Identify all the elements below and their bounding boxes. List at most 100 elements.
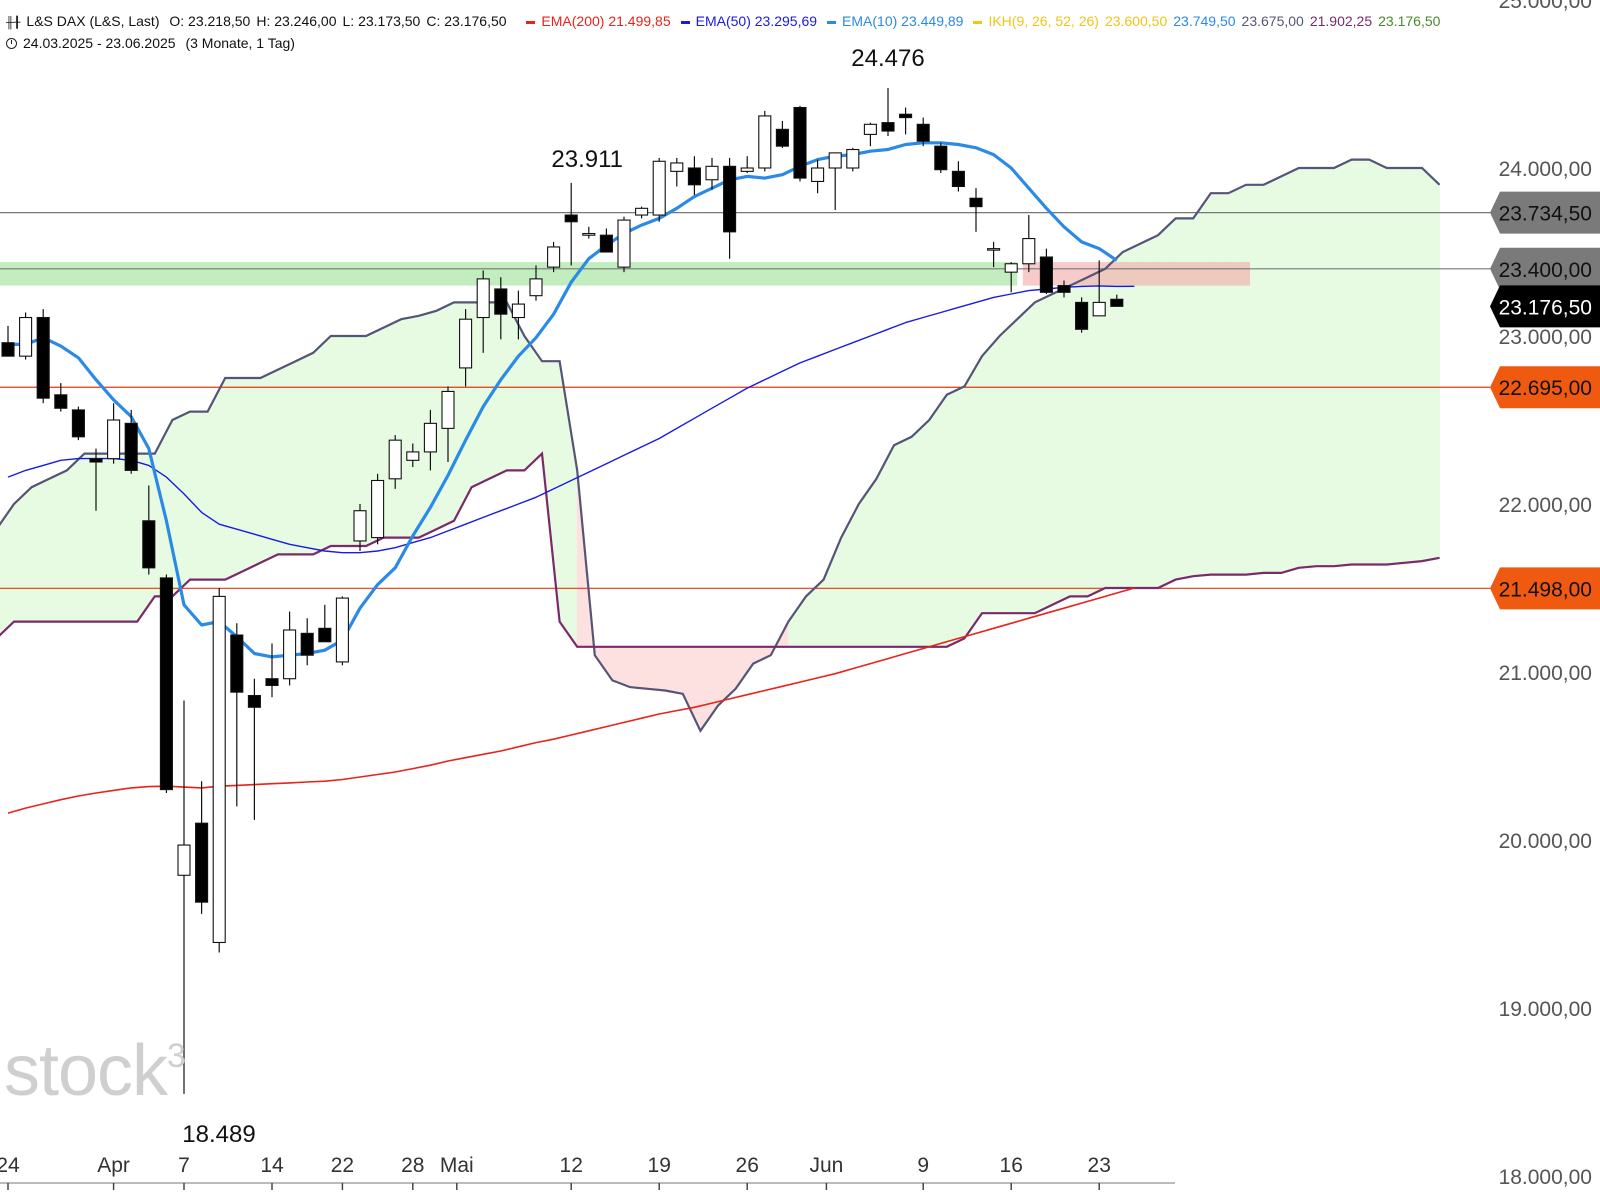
candle-body — [1092, 301, 1106, 317]
x-tick-label: Apr — [97, 1154, 130, 1177]
candle-body — [846, 148, 860, 169]
candle-body — [335, 597, 349, 663]
cloud-segment — [981, 335, 1000, 614]
candle-body — [793, 106, 807, 179]
y-tick-label: 20.000,00 — [1499, 830, 1592, 853]
ema50-line — [7, 285, 1135, 554]
candle-body — [670, 162, 684, 172]
cloud-segment — [471, 302, 490, 488]
cloud-segment — [1210, 192, 1229, 575]
candle-body — [599, 234, 613, 253]
cloud-segment — [48, 469, 68, 622]
price-tag — [1490, 285, 1600, 328]
cloud-segment — [541, 360, 560, 622]
candle-body — [318, 627, 332, 643]
cloud-segment — [242, 377, 261, 572]
cloud-segment — [893, 436, 912, 648]
ema200-line — [7, 587, 1135, 814]
instrument-name: L&S DAX (L&S, Last) — [26, 13, 160, 29]
cloud-segment — [119, 453, 138, 622]
x-tick-label: 19 — [648, 1154, 671, 1177]
x-tick-label: 26 — [736, 1154, 759, 1177]
ohlc-c: C: 23.176,50 — [426, 13, 507, 29]
candle-body — [1, 342, 15, 357]
legend-swatch — [526, 20, 536, 24]
x-tick-label: 23 — [1088, 1154, 1111, 1177]
candle-body — [758, 115, 772, 169]
cloud-upper-line — [0, 158, 1441, 733]
candle-body — [934, 145, 948, 171]
cloud-segment — [805, 578, 824, 648]
candle-body — [899, 113, 913, 119]
legend-ikh-value: 23.176,50 — [1378, 13, 1441, 29]
cloud-segment — [858, 477, 877, 648]
date-range: 24.03.2025 - 23.06.2025 — [23, 35, 176, 51]
candle-body — [1022, 238, 1036, 265]
cloud-segment — [1351, 159, 1370, 565]
candle-body — [459, 318, 473, 369]
candle-body — [775, 128, 789, 147]
candle-body — [1039, 256, 1053, 293]
x-tick-label: Mai — [440, 1154, 474, 1177]
candle-body — [107, 419, 121, 460]
ohlc-o: O: 23.218,50 — [169, 13, 251, 29]
legend-swatch — [973, 20, 983, 24]
cloud-segment — [1316, 167, 1335, 567]
candle-body — [159, 577, 173, 791]
legend-ikh-value: 21.902,25 — [1309, 13, 1373, 29]
candle-body — [529, 278, 543, 297]
cloud-segment — [66, 452, 85, 622]
cloud-segment — [506, 302, 525, 471]
ohlc-h: H: 23.246,00 — [256, 13, 337, 29]
cloud-segment — [1404, 167, 1423, 564]
candle-body — [19, 316, 33, 357]
candle-body — [353, 510, 367, 542]
chart-header: ╫╂ L&S DAX (L&S, Last) O: 23.218,50 H: 23.… — [6, 10, 1452, 54]
cloud-lower-line — [0, 451, 1440, 648]
legend-ikh: IKH(9, 26, 52, 26) — [988, 13, 1099, 29]
period: (3 Monate, 1 Tag) — [185, 35, 295, 51]
x-tick-label: 28 — [401, 1154, 424, 1177]
candle-body — [406, 451, 420, 461]
candle-body — [36, 316, 50, 399]
cloud-segment — [999, 318, 1018, 614]
candle-body — [582, 232, 596, 236]
extreme-label: 23.911 — [551, 146, 623, 173]
price-tag-label: 23.176,50 — [1499, 296, 1592, 319]
clock-icon — [6, 38, 17, 49]
cloud-segment — [295, 352, 314, 555]
cloud-segment — [1192, 192, 1212, 577]
candle-body — [828, 152, 842, 169]
cloud-segment — [1016, 301, 1036, 614]
price-tag-label: 23.400,00 — [1499, 259, 1592, 282]
cloud-segment — [260, 369, 279, 564]
cloud-segment — [1140, 234, 1159, 589]
cloud-segment — [1333, 159, 1352, 567]
resistance-zone — [1022, 262, 1250, 286]
cloud-segment — [1421, 167, 1440, 562]
cloud-segment — [1228, 184, 1247, 575]
candle-body — [283, 629, 297, 680]
ema10-line — [8, 141, 1118, 659]
legend-ikh-value: 23.749,50 — [1173, 13, 1236, 29]
cloud-segment — [277, 360, 296, 555]
candle-body — [142, 520, 156, 569]
cloud-segment — [928, 393, 948, 648]
cloud-segment — [0, 503, 15, 636]
cloud-segment — [1034, 293, 1053, 614]
candle-body — [54, 394, 68, 409]
legend-swatch — [680, 20, 690, 24]
cloud-segment — [330, 335, 349, 547]
header-row-2: 24.03.2025 - 23.06.2025 (3 Monate, 1 Tag… — [6, 32, 1452, 54]
cloud-segment — [1386, 167, 1405, 565]
candle-body — [124, 422, 138, 471]
candle-body — [564, 214, 578, 223]
cloud-segment — [224, 377, 244, 581]
cloud-segment — [911, 419, 930, 648]
cloud-segment — [189, 411, 208, 580]
cloud-segment — [1052, 285, 1071, 606]
cloud-segment — [1087, 268, 1106, 597]
x-tick-label: 16 — [1000, 1154, 1023, 1177]
candle-body — [740, 167, 754, 172]
